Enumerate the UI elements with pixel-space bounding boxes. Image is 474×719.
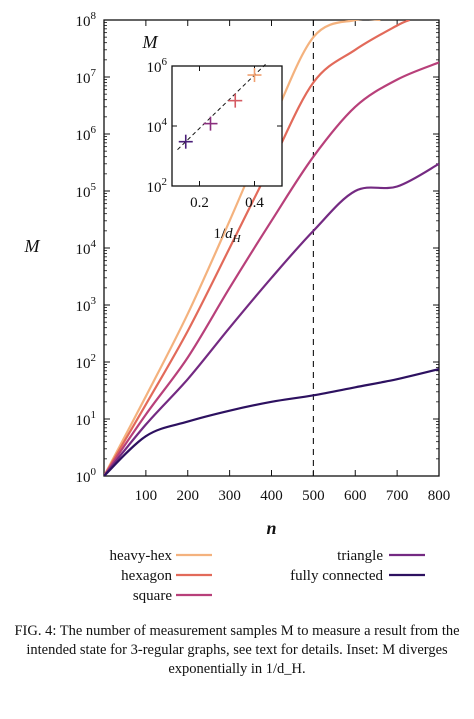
x-tick-label: 500 [302,488,325,504]
y-tick-label: 106 [76,124,97,144]
y-tick-label: 100 [76,466,97,486]
x-tick-label: 600 [344,488,367,504]
legend-label: heavy-hex [110,548,173,564]
legend-item-hexagon: hexagon [121,568,212,584]
inset-point-0 [178,134,193,149]
inset-y-axis-label: M [142,32,159,52]
y-tick-label: 103 [76,295,97,315]
x-tick-label: 400 [260,488,283,504]
x-tick-label: 300 [218,488,241,504]
inset-frame [171,65,283,187]
y-tick-label: 102 [76,352,97,372]
series-line-fully-connected [104,368,439,476]
legend-label: hexagon [121,568,172,584]
y-tick-label: 107 [76,67,97,87]
y-axis-label: M [24,236,41,256]
legend-item-triangle: triangle [337,548,425,564]
legend-item-heavy-hex: heavy-hex [110,548,212,564]
series-line-heavy-hex [104,20,381,476]
y-tick-label: 104 [76,238,97,258]
x-tick-label: 800 [428,488,451,504]
series-line-triangle [104,162,439,476]
legend-label: square [133,588,172,604]
legend-label: triangle [337,548,383,564]
x-axis-label: n [266,518,276,538]
series-line-square [104,61,439,476]
legend-item-square: square [133,588,212,604]
inset-point-2 [228,93,243,108]
y-tick-label: 108 [76,10,97,30]
y-tick-label: 105 [76,181,97,201]
legend-item-fully-connected: fully connected [290,568,425,584]
inset-x-axis-label: 1/dH [213,226,241,245]
inset-point-3 [247,68,262,83]
inset-x-tick-label: 0.2 [190,195,209,211]
inset-y-tick-label: 102 [147,176,168,196]
figure-caption: FIG. 4: The number of measurement sample… [10,622,464,679]
x-tick-label: 700 [386,488,409,504]
figure: 100 200 300 400 500 600 700 800 100 101 102 103 104 1… [24,10,451,604]
inset-x-tick-label: 0.4 [245,195,264,211]
x-tick-label: 200 [177,488,200,504]
main-chart: 100 200 300 400 500 600 700 800 100 101 102 103 104 1… [24,10,451,604]
inset-y-tick-label: 104 [147,116,168,136]
caption-text: FIG. 4: The number of measurement sample… [14,623,460,677]
legend-label: fully connected [290,568,383,584]
x-tick-label: 100 [135,488,158,504]
inset-point-1 [203,116,218,131]
y-tick-label: 101 [76,409,97,429]
inset-y-tick-label: 106 [147,56,168,76]
